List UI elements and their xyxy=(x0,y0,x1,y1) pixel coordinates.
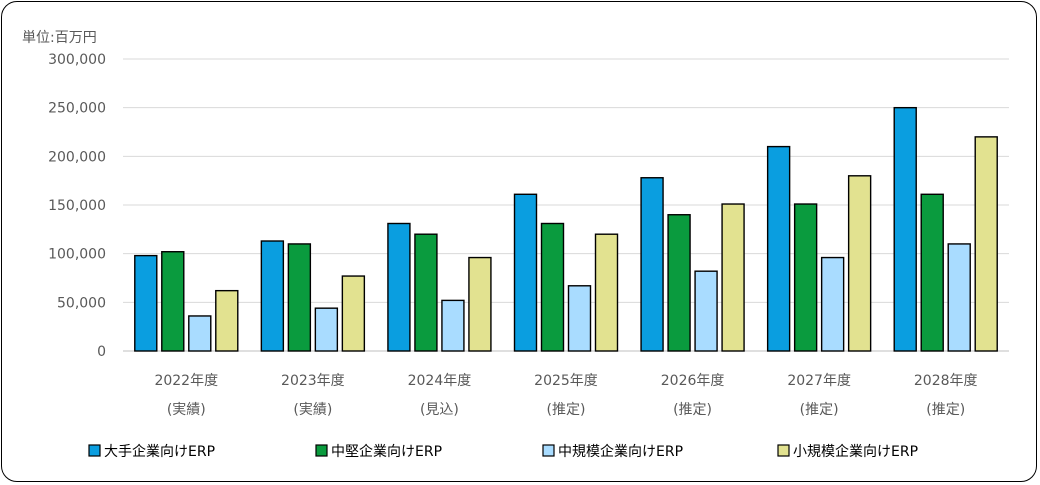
bar xyxy=(341,275,366,352)
y-axis: 0 50,000 100,000 150,000 200,000 250,000 300,0… xyxy=(48,52,106,360)
y-tick-label: 200,000 xyxy=(48,149,106,165)
bar xyxy=(694,270,718,352)
y-tick-label: 150,000 xyxy=(48,198,106,214)
y-tick-label: 0 xyxy=(97,344,106,360)
bar xyxy=(893,106,917,352)
bar xyxy=(594,233,619,352)
bar xyxy=(974,136,998,352)
x-tick-label: 2023年度 xyxy=(281,373,345,389)
x-tick-label: (推定) xyxy=(673,402,712,418)
x-tick-label: 2025年度 xyxy=(534,373,598,389)
legend-swatch xyxy=(88,444,101,457)
bar xyxy=(920,193,944,352)
x-tick-label: (実績) xyxy=(167,402,206,418)
legend-swatch xyxy=(315,444,328,457)
bar xyxy=(667,214,691,352)
legend: 大手企業向けERP 中堅企業向けERP 中規模企業向けERP 小規模企業向けERP xyxy=(88,443,918,460)
legend-label: 小規模企業向けERP xyxy=(793,443,918,460)
bar xyxy=(513,193,538,352)
y-tick-label: 100,000 xyxy=(48,247,106,263)
x-tick-label: 2028年度 xyxy=(914,373,978,389)
x-tick-label: (推定) xyxy=(547,402,586,418)
bar xyxy=(314,307,339,352)
x-tick-label: (推定) xyxy=(800,402,839,418)
bar xyxy=(540,222,565,352)
legend-label: 大手企業向けERP xyxy=(104,443,215,460)
bar xyxy=(847,175,872,352)
unit-label: 単位:百万円 xyxy=(22,30,97,46)
bar xyxy=(721,203,745,352)
legend-swatch xyxy=(777,444,790,457)
bar xyxy=(640,177,664,352)
bar xyxy=(947,243,971,352)
bar xyxy=(441,299,465,352)
bar xyxy=(820,256,845,352)
x-tick-label: (実績) xyxy=(293,402,332,418)
y-tick-label: 300,000 xyxy=(48,52,106,68)
bar xyxy=(414,233,438,352)
bars xyxy=(134,106,998,352)
x-tick-label: 2024年度 xyxy=(408,373,472,389)
y-tick-label: 50,000 xyxy=(57,295,106,311)
y-tick-label: 250,000 xyxy=(48,101,106,117)
bar xyxy=(793,203,818,352)
bar xyxy=(287,243,312,352)
gridlines xyxy=(123,58,1009,352)
x-tick-label: (見込) xyxy=(420,402,459,418)
bar xyxy=(215,289,239,352)
bar xyxy=(134,254,158,352)
legend-label: 中規模企業向けERP xyxy=(558,443,683,460)
x-tick-label: 2022年度 xyxy=(154,373,218,389)
bar xyxy=(766,145,791,352)
bar xyxy=(260,240,285,352)
x-axis: 2022年度 (実績) 2023年度 (実績) 2024年度 (見込) 2025年度 (推定)… xyxy=(154,373,977,418)
bar xyxy=(188,315,212,352)
bar xyxy=(567,285,592,352)
x-tick-label: (推定) xyxy=(926,402,965,418)
legend-label: 中堅企業向けERP xyxy=(331,443,442,460)
bar xyxy=(468,256,492,352)
x-tick-label: 2027年度 xyxy=(787,373,851,389)
legend-swatch xyxy=(542,444,555,457)
x-tick-label: 2026年度 xyxy=(661,373,725,389)
bar xyxy=(387,222,411,352)
bar xyxy=(161,251,185,352)
